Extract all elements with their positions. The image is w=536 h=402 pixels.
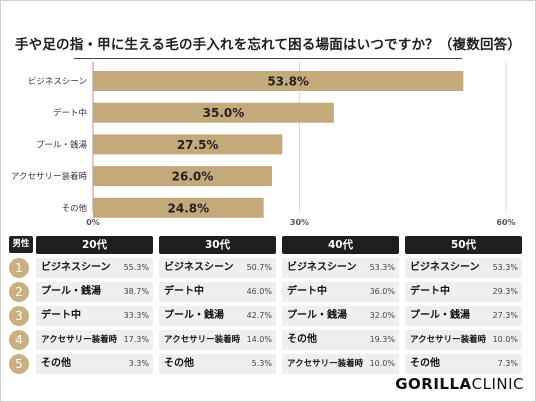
rank-label: アクセサリー装着時 bbox=[164, 335, 241, 345]
category-label: デート中 bbox=[53, 108, 87, 119]
rank-row: デート中 36.0% bbox=[282, 282, 399, 302]
category-label: プール・銭湯 bbox=[36, 139, 88, 150]
x-tick-label: 30% bbox=[290, 218, 309, 227]
age-group-column: 20代ビジネスシーン 55.3% プール・銭湯 38.7% デート中 33.3% アクセサリ… bbox=[36, 236, 153, 374]
rank-value: 5.3% bbox=[251, 359, 272, 368]
bar-value-label: 35.0% bbox=[203, 106, 245, 120]
rank-label: プール・銭湯 bbox=[41, 286, 101, 297]
bar-value-label: 26.0% bbox=[172, 170, 214, 184]
rank-value: 36.0% bbox=[369, 287, 395, 296]
rank-value: 19.3% bbox=[369, 335, 395, 344]
rank-label: その他 bbox=[164, 358, 194, 369]
bar bbox=[93, 102, 334, 123]
rank-label: ビジネスシーン bbox=[164, 262, 234, 273]
rank-row: ビジネスシーン 53.3% bbox=[405, 258, 522, 278]
age-group-column: 50代ビジネスシーン 53.3% デート中 29.3% プール・銭湯 27.3% アクセサリ… bbox=[405, 236, 522, 374]
rank-label: ビジネスシーン bbox=[410, 262, 480, 273]
rank-value: 42.7% bbox=[246, 311, 272, 320]
rank-label: デート中 bbox=[410, 286, 450, 297]
rank-value: 53.3% bbox=[492, 263, 518, 272]
rank-value: 46.0% bbox=[246, 287, 272, 296]
rank-number: 2 bbox=[9, 282, 29, 302]
rank-row: ビジネスシーン 50.7% bbox=[159, 258, 276, 278]
rank-label: プール・銭湯 bbox=[287, 310, 347, 321]
bar bbox=[93, 71, 464, 91]
rank-row: その他 19.3% bbox=[282, 330, 399, 350]
age-group-column: 40代ビジネスシーン 53.3% デート中 36.0% プール・銭湯 32.0% その他 19… bbox=[282, 236, 399, 374]
bar bbox=[93, 197, 264, 218]
rank-value: 27.3% bbox=[492, 311, 518, 320]
rank-label: プール・銭湯 bbox=[410, 310, 470, 321]
rank-label: アクセサリー装着時 bbox=[287, 359, 364, 369]
rank-number: 4 bbox=[9, 330, 29, 350]
rank-label: ビジネスシーン bbox=[41, 262, 111, 273]
chart-title: 手や足の指・甲に生える毛の手入れを忘れて困る場面はいつですか？（複数回答） bbox=[14, 37, 522, 53]
bar-value-label: 27.5% bbox=[177, 138, 219, 152]
age-group-header: 40代 bbox=[282, 236, 399, 254]
logo-light: CLINIC bbox=[471, 375, 524, 393]
age-group-header: 30代 bbox=[159, 236, 276, 254]
logo-bold: GORILLA bbox=[395, 375, 472, 393]
rank-row: その他 5.3% bbox=[159, 354, 276, 374]
rank-label: プール・銭湯 bbox=[164, 310, 224, 321]
rank-row: アクセサリー装着時 10.0% bbox=[282, 354, 399, 374]
rank-label: デート中 bbox=[164, 286, 204, 297]
rank-row: プール・銭湯 32.0% bbox=[282, 306, 399, 326]
rank-label: アクセサリー装着時 bbox=[410, 335, 487, 345]
rank-row: その他 7.3% bbox=[405, 354, 522, 374]
rank-value: 55.3% bbox=[123, 263, 149, 272]
rank-label: その他 bbox=[287, 334, 317, 345]
rank-number: 3 bbox=[9, 306, 29, 326]
rank-value: 32.0% bbox=[369, 311, 395, 320]
rank-row: プール・銭湯 42.7% bbox=[159, 306, 276, 326]
rank-value: 53.3% bbox=[369, 263, 395, 272]
rank-row: その他 3.3% bbox=[36, 354, 153, 374]
brand-logo: GORILLACLINIC bbox=[395, 375, 524, 393]
rank-label: アクセサリー装着時 bbox=[41, 335, 118, 345]
rank-value: 38.7% bbox=[123, 287, 149, 296]
bar bbox=[93, 166, 272, 187]
age-group-header: 50代 bbox=[405, 236, 522, 254]
bar-value-label: 53.8% bbox=[267, 75, 309, 89]
category-label: その他 bbox=[61, 203, 87, 214]
rank-label: その他 bbox=[41, 358, 71, 369]
rank-value: 10.0% bbox=[369, 359, 395, 368]
bar bbox=[93, 134, 283, 155]
rank-number: 1 bbox=[9, 258, 29, 278]
rank-label: その他 bbox=[410, 358, 440, 369]
rank-row: プール・銭湯 27.3% bbox=[405, 306, 522, 326]
rank-row: ビジネスシーン 53.3% bbox=[282, 258, 399, 278]
rank-row: ビジネスシーン 55.3% bbox=[36, 258, 153, 278]
x-tick-label: 60% bbox=[496, 218, 515, 227]
rank-row: プール・銭湯 38.7% bbox=[36, 282, 153, 302]
title-divider bbox=[74, 58, 462, 59]
rank-value: 10.0% bbox=[492, 335, 518, 344]
rank-value: 50.7% bbox=[246, 263, 272, 272]
rank-row: アクセサリー装着時 17.3% bbox=[36, 330, 153, 350]
rank-row: デート中 46.0% bbox=[159, 282, 276, 302]
rank-value: 29.3% bbox=[492, 287, 518, 296]
bar-value-label: 24.8% bbox=[168, 201, 210, 215]
rank-number: 5 bbox=[9, 354, 29, 374]
bar-chart: 0% 30% 60% ビジネスシーン 53.8% デート中 35.0% プール・銭湯 27.5%… bbox=[11, 62, 516, 227]
age-group-header: 20代 bbox=[36, 236, 153, 254]
rank-label: デート中 bbox=[41, 310, 81, 321]
rank-row: アクセサリー装着時 14.0% bbox=[159, 330, 276, 350]
rank-label: デート中 bbox=[287, 286, 327, 297]
rank-row: アクセサリー装着時 10.0% bbox=[405, 330, 522, 350]
category-label: ビジネスシーン bbox=[28, 77, 87, 87]
category-label: アクセサリー装着時 bbox=[11, 171, 88, 182]
rank-value: 14.0% bbox=[246, 335, 272, 344]
rank-label: ビジネスシーン bbox=[287, 262, 357, 273]
rank-value: 3.3% bbox=[128, 359, 149, 368]
rank-row: デート中 29.3% bbox=[405, 282, 522, 302]
rank-value: 33.3% bbox=[123, 311, 149, 320]
rank-value: 17.3% bbox=[123, 335, 149, 344]
rank-row: デート中 33.3% bbox=[36, 306, 153, 326]
age-group-column: 30代ビジネスシーン 50.7% デート中 46.0% プール・銭湯 42.7% アクセサリ… bbox=[159, 236, 276, 374]
gender-label: 男性 bbox=[9, 236, 33, 253]
rank-value: 7.3% bbox=[497, 359, 518, 368]
x-tick-label: 0% bbox=[86, 218, 100, 227]
